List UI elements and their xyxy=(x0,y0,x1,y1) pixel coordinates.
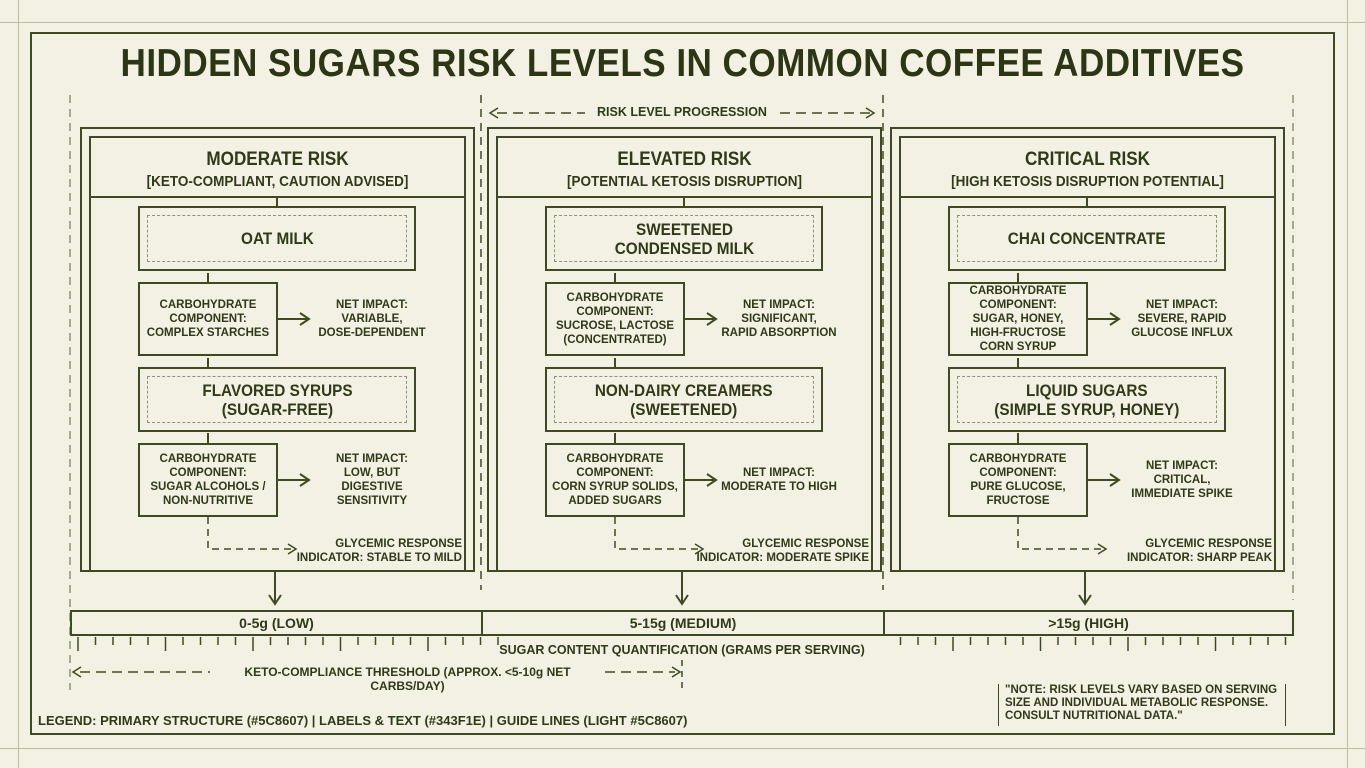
carb-component-box: CARBOHYDRATE COMPONENT: SUCROSE, LACTOSE… xyxy=(545,282,685,356)
scale-segment-medium: 5-15g (MEDIUM) xyxy=(483,612,885,634)
scale-label: SUGAR CONTENT QUANTIFICATION (GRAMS PER … xyxy=(499,643,865,657)
risk-header: MODERATE RISK [KETO-COMPLIANT, CAUTION A… xyxy=(91,138,464,198)
additive-name: LIQUID SUGARS (SIMPLE SYRUP, HONEY) xyxy=(994,380,1180,419)
guide-line xyxy=(0,748,1365,749)
risk-title: MODERATE RISK xyxy=(206,149,349,170)
glycemic-indicator: GLYCEMIC RESPONSE INDICATOR: STABLE TO M… xyxy=(296,538,462,564)
risk-column: CRITICAL RISK [HIGH KETOSIS DISRUPTION P… xyxy=(890,127,1285,572)
carb-component-box: CARBOHYDRATE COMPONENT: PURE GLUCOSE, FR… xyxy=(948,443,1088,517)
guide-line xyxy=(0,22,1365,23)
additive-name: FLAVORED SYRUPS (SUGAR-FREE) xyxy=(201,380,353,419)
page-title: HIDDEN SUGARS RISK LEVELS IN COMMON COFF… xyxy=(120,42,1245,85)
additive-name: SWEETENED CONDENSED MILK xyxy=(614,219,754,258)
arrow-down-icon xyxy=(675,571,689,606)
note: "NOTE: RISK LEVELS VARY BASED ON SERVING… xyxy=(998,684,1286,726)
dashed-arrow-icon xyxy=(1017,517,1108,555)
risk-subtitle: [KETO-COMPLIANT, CAUTION ADVISED] xyxy=(146,173,409,190)
glycemic-indicator: GLYCEMIC RESPONSE INDICATOR: SHARP PEAK xyxy=(1126,538,1272,564)
keto-threshold-label: KETO-COMPLIANCE THRESHOLD (APPROX. <5-10… xyxy=(244,665,571,693)
dashed-arrow-icon xyxy=(614,517,705,555)
net-impact: NET IMPACT: VARIABLE, DOSE-DEPENDENT xyxy=(318,299,426,339)
carb-component-box: CARBOHYDRATE COMPONENT: SUGAR, HONEY, HI… xyxy=(948,282,1088,356)
risk-header: ELEVATED RISK [POTENTIAL KETOSIS DISRUPT… xyxy=(498,138,871,198)
additive-box: FLAVORED SYRUPS (SUGAR-FREE) xyxy=(138,367,416,432)
risk-header: CRITICAL RISK [HIGH KETOSIS DISRUPTION P… xyxy=(901,138,1274,198)
arrow-right-icon xyxy=(278,473,311,487)
additive-name: CHAI CONCENTRATE xyxy=(1008,229,1166,248)
net-impact: NET IMPACT: CRITICAL, IMMEDIATE SPIKE xyxy=(1131,460,1233,500)
guide-line xyxy=(18,0,19,768)
risk-column: MODERATE RISK [KETO-COMPLIANT, CAUTION A… xyxy=(80,127,475,572)
arrow-right-icon xyxy=(1088,312,1121,326)
carb-component-box: CARBOHYDRATE COMPONENT: COMPLEX STARCHES xyxy=(138,282,278,356)
additive-box: OAT MILK xyxy=(138,206,416,271)
risk-title: ELEVATED RISK xyxy=(617,149,752,170)
glycemic-indicator: GLYCEMIC RESPONSE INDICATOR: MODERATE SP… xyxy=(696,538,869,564)
scale-segment-low: 0-5g (LOW) xyxy=(72,612,483,634)
scale-segment-high: >15g (HIGH) xyxy=(1048,615,1129,631)
net-impact: NET IMPACT: LOW, BUT DIGESTIVE SENSITIVI… xyxy=(336,453,408,507)
legend: LEGEND: PRIMARY STRUCTURE (#5C8607) | LA… xyxy=(38,713,688,728)
progression-label: RISK LEVEL PROGRESSION xyxy=(597,105,767,119)
additive-box: SWEETENED CONDENSED MILK xyxy=(545,206,823,271)
sugar-scale-bar: 0-5g (LOW) 5-15g (MEDIUM) >15g (HIGH) xyxy=(70,610,1294,636)
risk-column: ELEVATED RISK [POTENTIAL KETOSIS DISRUPT… xyxy=(487,127,882,572)
arrow-right-icon xyxy=(1088,473,1121,487)
arrow-right-icon xyxy=(685,473,718,487)
net-impact: NET IMPACT: MODERATE TO HIGH xyxy=(721,467,837,493)
additive-box: NON-DAIRY CREAMERS (SWEETENED) xyxy=(545,367,823,432)
note-text: "NOTE: RISK LEVELS VARY BASED ON SERVING… xyxy=(1005,684,1278,722)
carb-component-box: CARBOHYDRATE COMPONENT: CORN SYRUP SOLID… xyxy=(545,443,685,517)
net-impact: NET IMPACT: SEVERE, RAPID GLUCOSE INFLUX xyxy=(1131,299,1233,339)
additive-box: CHAI CONCENTRATE xyxy=(948,206,1226,271)
arrow-right-icon xyxy=(278,312,311,326)
arrow-right-icon xyxy=(685,312,718,326)
guide-line xyxy=(1347,0,1348,768)
additive-box: LIQUID SUGARS (SIMPLE SYRUP, HONEY) xyxy=(948,367,1226,432)
additive-name: OAT MILK xyxy=(240,229,314,248)
dashed-arrow-icon xyxy=(207,517,298,555)
arrow-down-icon xyxy=(1078,571,1092,606)
risk-subtitle: [POTENTIAL KETOSIS DISRUPTION] xyxy=(566,173,803,190)
outer-frame xyxy=(30,32,1335,735)
carb-component-box: CARBOHYDRATE COMPONENT: SUGAR ALCOHOLS /… xyxy=(138,443,278,517)
additive-name: NON-DAIRY CREAMERS (SWEETENED) xyxy=(595,380,773,419)
risk-subtitle: [HIGH KETOSIS DISRUPTION POTENTIAL] xyxy=(951,173,1224,190)
net-impact: NET IMPACT: SIGNIFICANT, RAPID ABSORPTIO… xyxy=(721,299,837,339)
arrow-down-icon xyxy=(268,571,282,606)
risk-title: CRITICAL RISK xyxy=(1024,149,1151,170)
